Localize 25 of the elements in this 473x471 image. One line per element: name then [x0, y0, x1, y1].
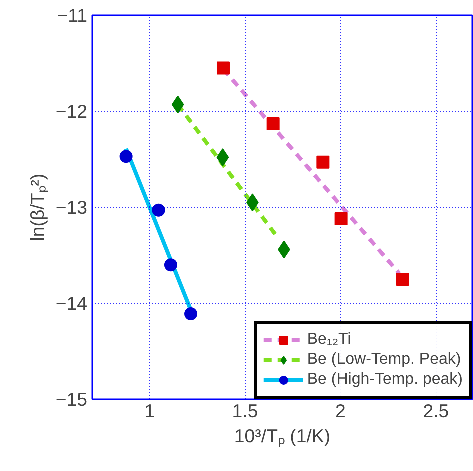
point	[396, 273, 410, 286]
y-tick-label: −12	[56, 101, 88, 122]
y-tick-label: −15	[56, 389, 88, 410]
point	[152, 204, 166, 217]
point	[120, 150, 133, 164]
y-tick-label: −13	[56, 197, 88, 218]
y-axis-title: ln(β/Tₚ²)	[26, 174, 49, 242]
legend-label: Be₁₂Ti	[307, 331, 352, 349]
point	[266, 117, 280, 130]
point	[216, 62, 230, 75]
x-tick-label: 1.5	[232, 400, 258, 422]
x-tick-label: 1	[144, 400, 155, 422]
point	[316, 156, 330, 169]
legend-label: Be (High-Temp. peak)	[307, 371, 463, 389]
point	[184, 308, 198, 321]
point	[172, 96, 184, 114]
point	[334, 212, 348, 226]
y-tick-label: −14	[56, 293, 88, 314]
point	[164, 258, 178, 272]
point	[216, 148, 230, 167]
x-axis-title: 10³/Tₚ (1/K)	[234, 426, 331, 448]
x-tick-label: 2.5	[423, 400, 450, 422]
y-tick-label: −11	[57, 5, 88, 26]
x-tick-label: 2	[336, 400, 346, 422]
legend-label: Be (Low-Temp. Peak)	[307, 351, 462, 369]
